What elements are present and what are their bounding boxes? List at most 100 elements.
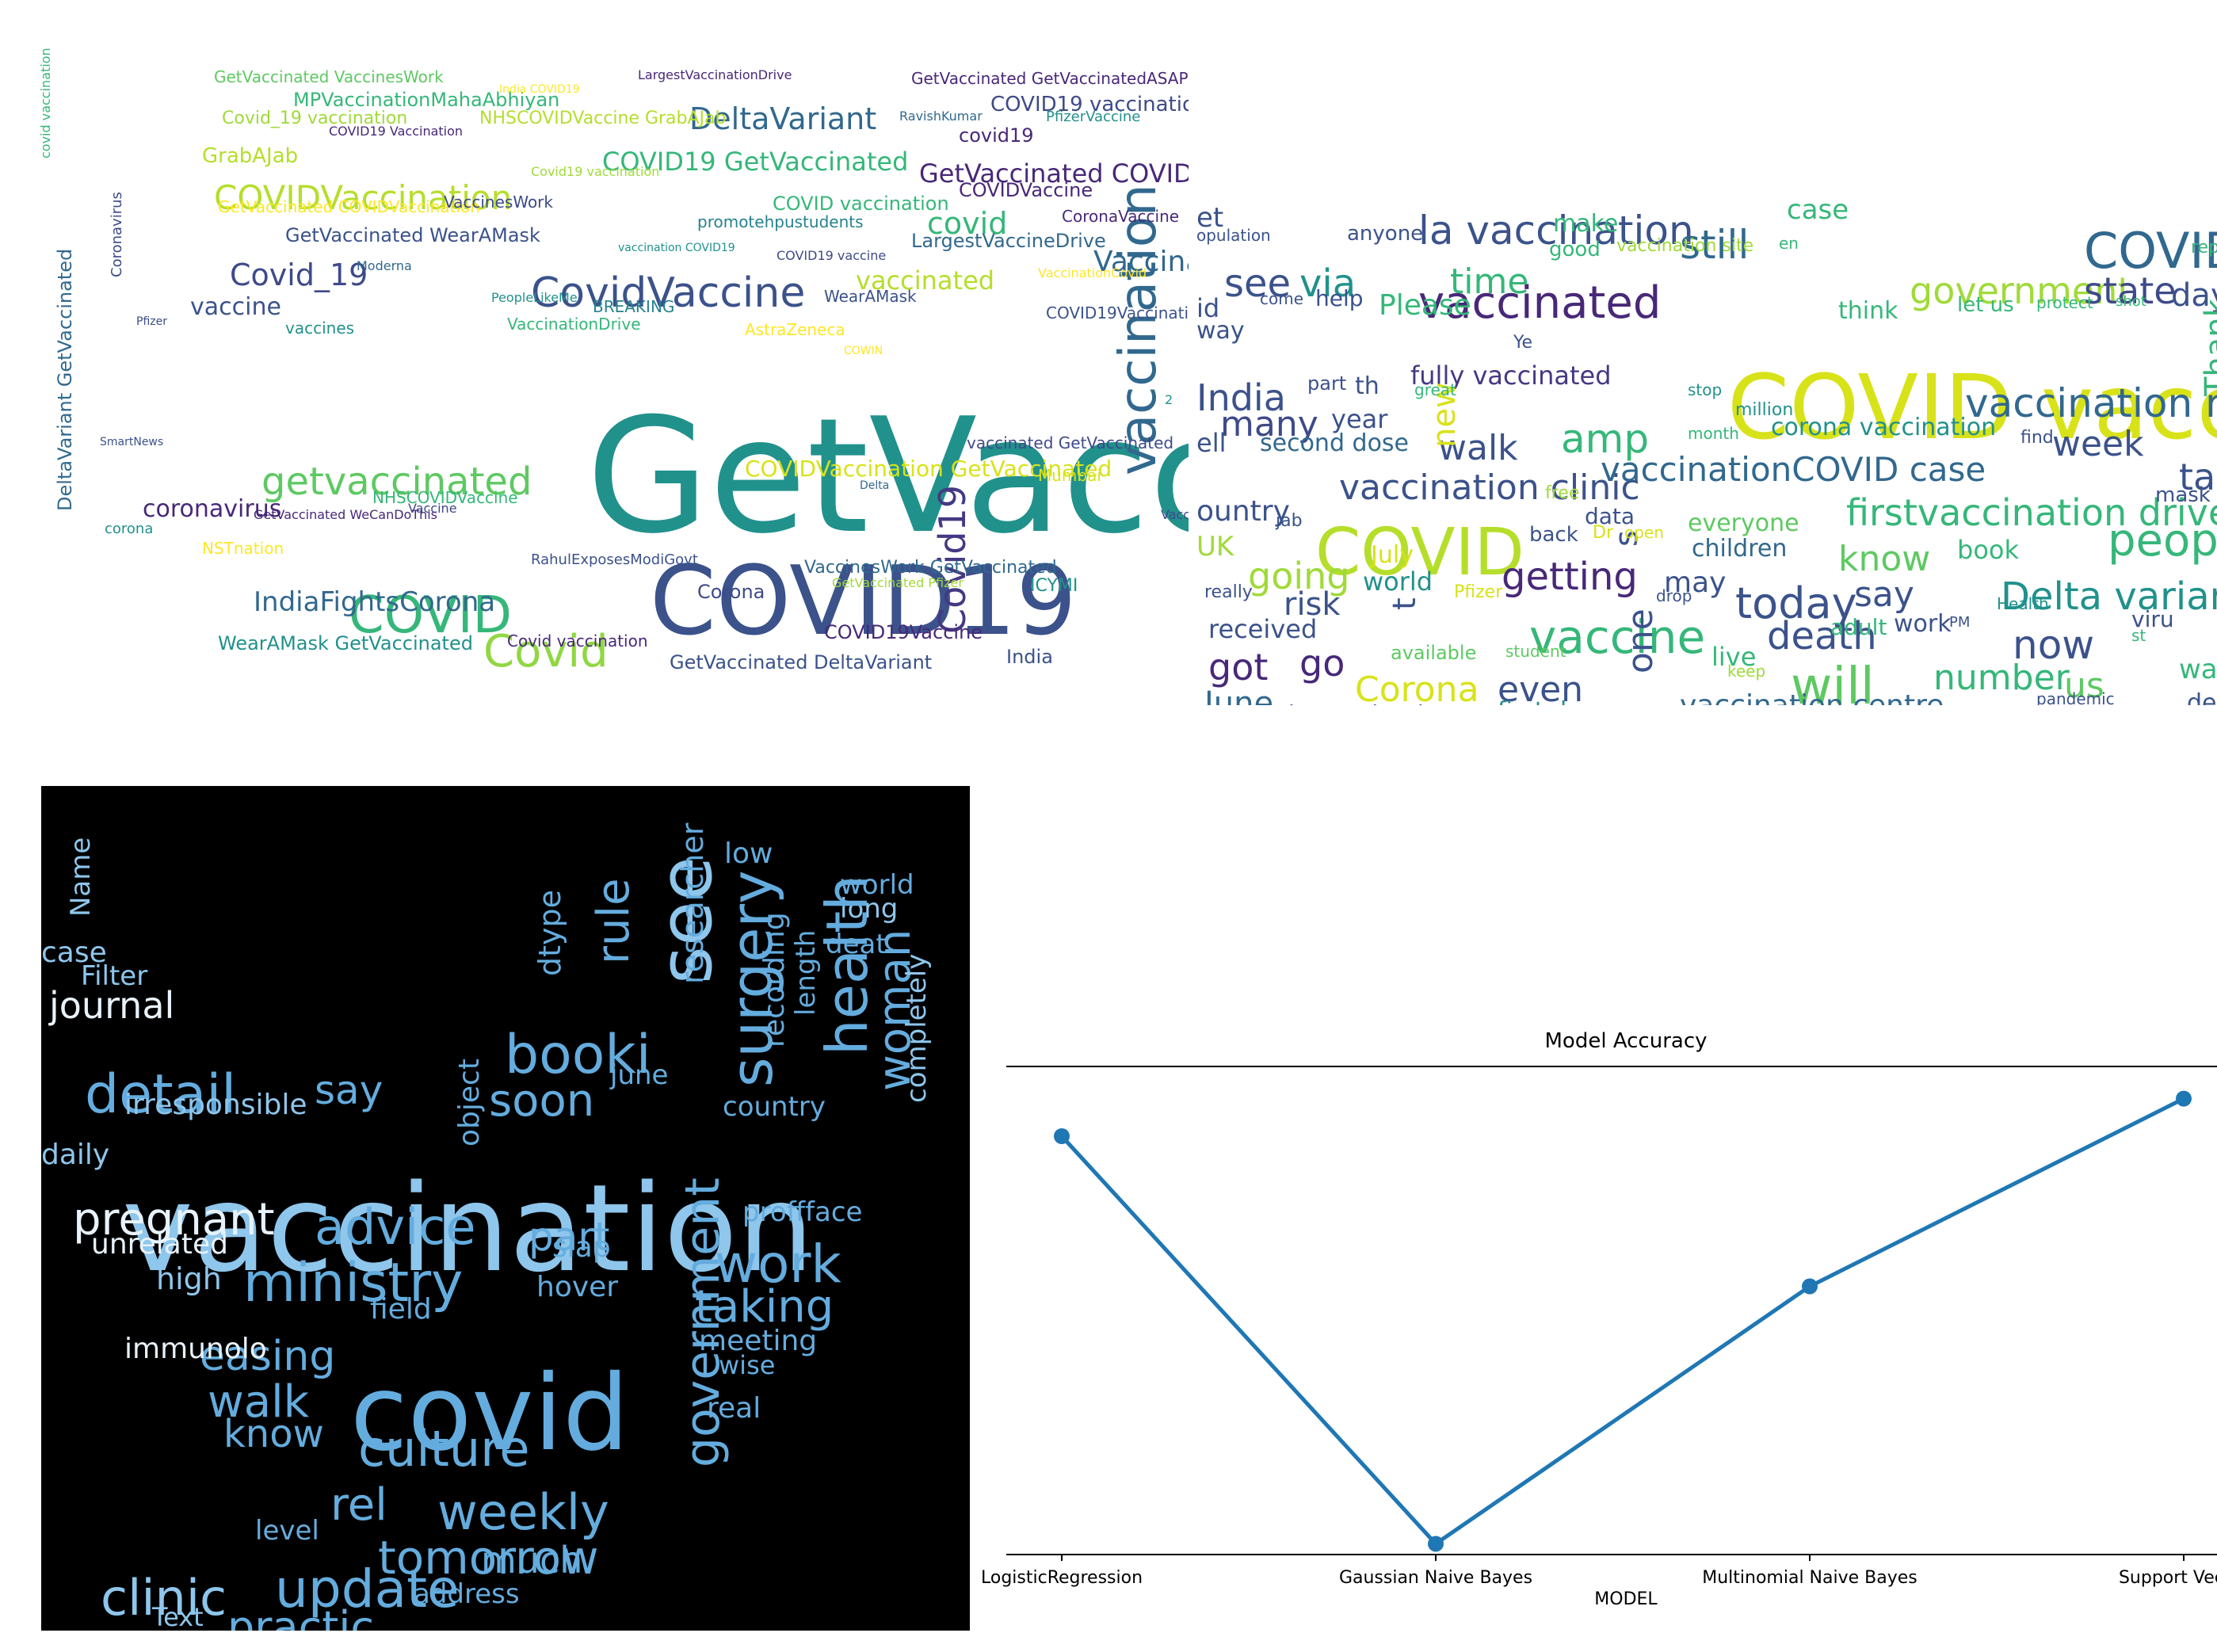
word-10: COVID19 GetVaccinated — [602, 147, 908, 177]
word-56: live — [1711, 642, 1756, 672]
word-64: adult — [1830, 614, 1887, 640]
word-81: wan — [2179, 654, 2217, 685]
word-87: free — [1545, 483, 1579, 503]
word-104: open — [1624, 523, 1664, 542]
word-45: long — [840, 893, 898, 925]
word-62: Vaccine — [408, 501, 457, 516]
word-76: t — [1387, 597, 1423, 610]
word-76: Coronavirus — [109, 192, 125, 277]
word-92: id — [1196, 293, 1219, 323]
word-29: NHSCOVIDVaccine GrabAJab — [479, 109, 726, 128]
word-29: many — [1220, 404, 1318, 444]
word-0: GetVaccinated — [586, 384, 1189, 569]
accuracy-point-0 — [1054, 1128, 1070, 1144]
x-tick-label-3: Support Vector — [2119, 1568, 2217, 1588]
chart-x-axis-label: MODEL — [1594, 1589, 1658, 1609]
word-63: work — [1894, 610, 1952, 638]
word-10: COVID — [1315, 515, 1524, 590]
word-84: stop — [1688, 380, 1722, 399]
word-72: COVID19Vaccine — [824, 621, 983, 643]
word-3: CovidVaccine — [531, 269, 805, 317]
word-47: see — [643, 857, 728, 984]
word-90: Ye — [1513, 333, 1532, 353]
word-56: vaccinated GetVaccinated — [967, 433, 1173, 452]
word-34: GrabAJab — [202, 144, 298, 168]
chart-marks: LogisticRegression Gaussian Naive Bayes Mu… — [981, 1090, 2217, 1588]
word-77: DeltaVariant GetVaccinated — [54, 249, 76, 511]
word-47: corona vaccination — [1771, 414, 1996, 441]
word-20: GetVaccinated WearAMask — [285, 224, 540, 246]
word-21: COVID19 vaccination — [990, 93, 1189, 116]
word-67: Corona — [697, 581, 765, 603]
word-19: journal — [48, 984, 174, 1027]
word-2: detail — [85, 1063, 236, 1126]
word-66: VaccinesWork GetVaccinated — [804, 558, 1057, 578]
word-4: still — [1680, 222, 1749, 268]
word-42: vaccination COVID19 — [618, 242, 735, 254]
word-78: 2 — [1165, 392, 1173, 407]
word-36: COVIDVaccine — [959, 179, 1093, 201]
word-48: WearAMask — [824, 287, 917, 306]
word-48: ountry — [1196, 495, 1290, 528]
word-32: COVID19 Vaccination — [329, 124, 463, 139]
word-105: opulation — [1196, 226, 1271, 245]
word-27: Filter — [81, 960, 147, 992]
word-9: clinic — [101, 1569, 227, 1627]
word-65: data — [1585, 503, 1635, 529]
word-55: recording — [758, 912, 791, 1047]
word-75: s — [1608, 530, 1645, 547]
word-33: covid19 — [959, 124, 1034, 147]
word-27: June — [1202, 685, 1273, 705]
word-88: jab — [1275, 511, 1303, 531]
word-17: coronavirus — [143, 495, 281, 523]
word-36: field — [370, 1293, 432, 1326]
word-2: COVID vaccine — [2084, 222, 2217, 280]
word-59: Vaccinated — [1161, 507, 1189, 522]
word-98: really — [1204, 582, 1253, 602]
word-80: viru — [2131, 606, 2174, 632]
word-18: people — [2108, 515, 2217, 567]
word-57: think — [1838, 297, 1898, 325]
accuracy-line — [1060, 1097, 2185, 1547]
word-11: GetVaccinated COVID19 — [919, 158, 1189, 189]
word-15: Covid_19 — [230, 258, 368, 292]
word-30: walk — [1438, 428, 1518, 468]
word-15: getting — [1502, 555, 1638, 599]
word-48: surgery — [719, 870, 785, 1087]
word-67: available — [1391, 642, 1476, 664]
word-91: et — [1196, 202, 1223, 234]
word-4: COVID — [349, 586, 512, 645]
word-58: object — [453, 1059, 486, 1146]
word-79: mask — [2155, 483, 2211, 507]
word-43: low — [724, 837, 773, 870]
x-tick-label-0: LogisticRegression — [983, 1568, 1143, 1588]
word-53: dtype — [532, 890, 567, 976]
word-55: SmartNews — [100, 436, 163, 448]
word-20: know — [223, 1412, 324, 1456]
chart-svg: Model Accuracy MODEL LogisticRegression G… — [981, 1029, 2217, 1609]
word-18: rel — [330, 1479, 387, 1531]
accuracy-point-3 — [2176, 1090, 2192, 1107]
word-78: part — [1307, 372, 1346, 395]
word-97: vaccination site — [1616, 236, 1753, 256]
word-1: covid — [350, 1353, 629, 1475]
word-26: LargestVaccinationDrive — [638, 67, 792, 82]
word-26: irresponsible — [124, 1089, 307, 1121]
word-3: la vaccination — [1418, 208, 1694, 254]
word-14: covid — [927, 206, 1007, 241]
word-82: de — [2187, 689, 2217, 705]
word-57: completely — [901, 954, 933, 1103]
word-101: repo — [2191, 238, 2217, 258]
word-35: us — [2064, 666, 2104, 705]
word-57: Mumbai — [1038, 466, 1101, 485]
word-51: VaccinationDrive — [507, 315, 641, 334]
word-37: via — [1299, 261, 1356, 306]
word-20: now — [2013, 622, 2094, 668]
word-7: vaccination rate — [1965, 380, 2217, 426]
word-22: part — [528, 1214, 610, 1260]
dark-wordcloud: vaccination covid detail ministry advice cult… — [41, 786, 970, 1631]
word-49: risk — [1284, 586, 1341, 623]
word-95: come — [1260, 289, 1303, 308]
word-42: real — [707, 1392, 761, 1425]
